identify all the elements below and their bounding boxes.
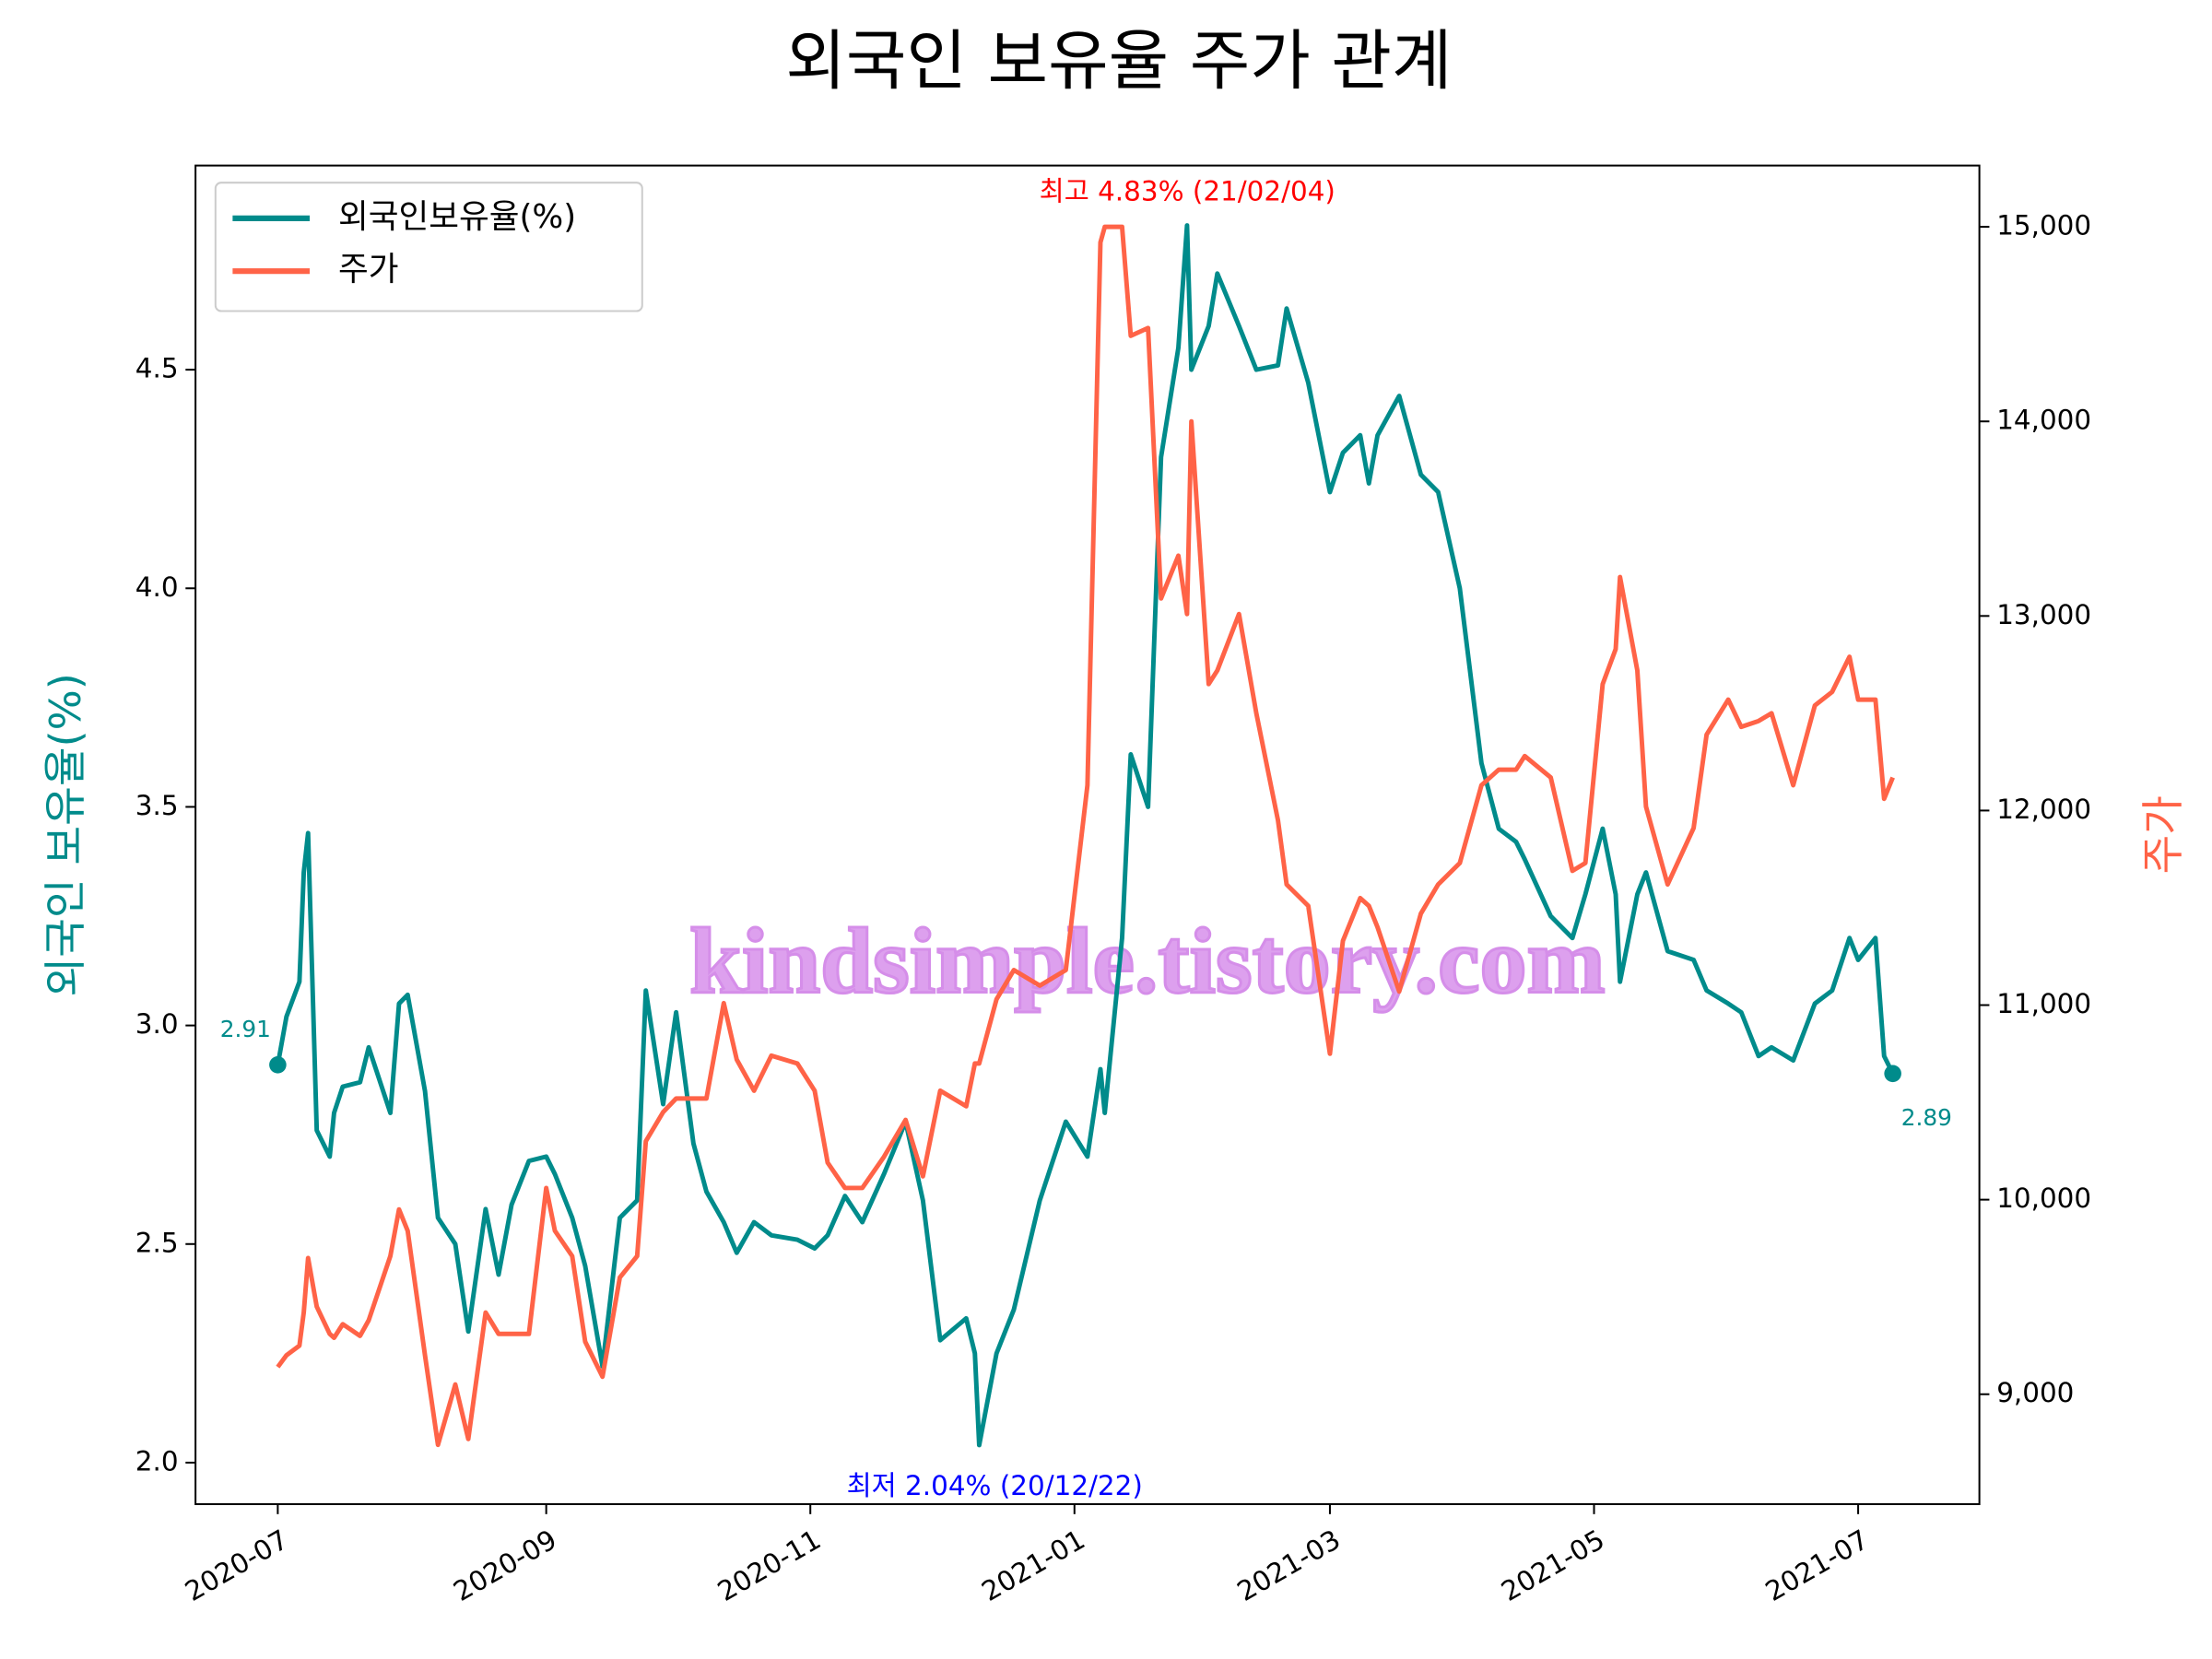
y2-tick-label: 11,000 [1996,988,2091,1019]
series-line [275,223,1895,1448]
y2-tick-label: 14,000 [1996,405,2091,436]
plot-frame [194,164,1981,1506]
y-tick-label: 3.5 [135,790,179,821]
x-tick-label: 2021-07 [1760,1524,1874,1607]
legend-label: 외국인보유율(%) [338,198,576,236]
x-tick-label: 2020-07 [180,1524,293,1607]
x-tick-label: 2021-01 [976,1524,1089,1607]
legend: 외국인보유율(%) 주가 [214,182,643,312]
y2-tick-label: 12,000 [1996,794,2091,825]
y2-tick-label: 9,000 [1996,1377,2074,1408]
y-tick-label: 4.0 [135,571,179,603]
x-tick-label: 2021-03 [1232,1524,1346,1607]
legend-box [214,182,643,312]
x-tick-label: 2020-11 [712,1524,826,1607]
endpoint-dot [269,1056,287,1074]
watermark: kindsimple.tistory.com [689,909,1606,1013]
annotation: 최저 2.04% (20/12/22) [847,1470,1143,1501]
y-axis-label: 외국인 보유율(%) [41,673,90,996]
y-tick-label: 2.0 [135,1445,179,1477]
y-tick-label: 4.5 [135,353,179,384]
y2-axis-label: 주가 [2138,795,2188,874]
y2-tick-label: 10,000 [1996,1182,2091,1214]
chart-title: 외국인 보유율 주가 관계 [785,23,1452,100]
annotation: 2.89 [1901,1104,1952,1131]
x-tick-label: 2020-09 [448,1524,561,1607]
annotation: 2.91 [220,1016,271,1042]
y-tick-label: 2.5 [135,1227,179,1258]
y2-tick-label: 13,000 [1996,599,2091,630]
series-line [276,224,1895,1448]
y-tick-label: 3.0 [135,1008,179,1040]
endpoint-dot [1884,1065,1901,1083]
legend-label: 주가 [338,251,399,288]
y2-tick-label: 15,000 [1996,210,2091,241]
x-tick-label: 2021-05 [1496,1524,1609,1607]
annotation: 최고 4.83% (21/02/04) [1040,176,1335,207]
